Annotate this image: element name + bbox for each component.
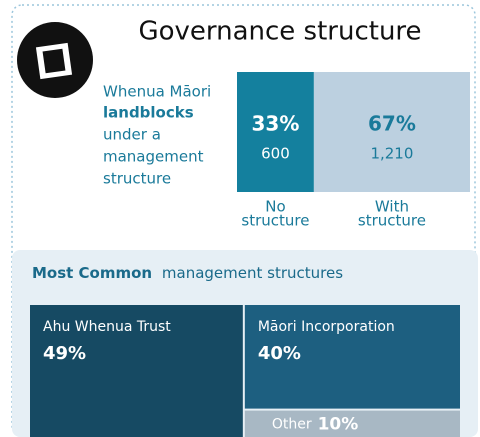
- treemap-name: Ahu Whenua Trust: [43, 319, 171, 335]
- intro-line: Whenua Māori: [103, 83, 211, 101]
- split-bar: [237, 72, 314, 192]
- treemap-value: 49%: [43, 343, 86, 364]
- intro-line: structure: [103, 170, 171, 188]
- split-percent: 67%: [368, 112, 416, 136]
- treemap-value: 10%: [318, 415, 359, 435]
- treemap-name: Māori Incorporation: [258, 319, 395, 335]
- title: Governance structure: [138, 17, 421, 47]
- split-label: No: [265, 198, 285, 216]
- treemap-name: Other: [272, 417, 312, 433]
- intro-line: management: [103, 148, 204, 166]
- treemap-other: Other 10%: [272, 415, 358, 435]
- section-title-bold: Most Common: [32, 264, 152, 282]
- split-label: With: [375, 198, 409, 216]
- split-percent: 33%: [252, 112, 300, 136]
- split-label: structure: [241, 212, 309, 230]
- split-label: structure: [358, 212, 426, 230]
- icon-detail: [42, 48, 66, 74]
- treemap-cell: [244, 410, 460, 437]
- intro-line: under a: [103, 126, 161, 144]
- treemap-cell: [244, 305, 460, 409]
- section-title: Most Common management structures: [32, 264, 343, 282]
- treemap-value: 40%: [258, 343, 301, 364]
- section-title-rest: management structures: [162, 264, 343, 282]
- split-count: 1,210: [370, 145, 413, 163]
- split-bar: [313, 72, 470, 192]
- split-count: 600: [261, 145, 290, 163]
- treemap-cell: [30, 305, 243, 437]
- intro-bold: landblocks: [103, 104, 194, 122]
